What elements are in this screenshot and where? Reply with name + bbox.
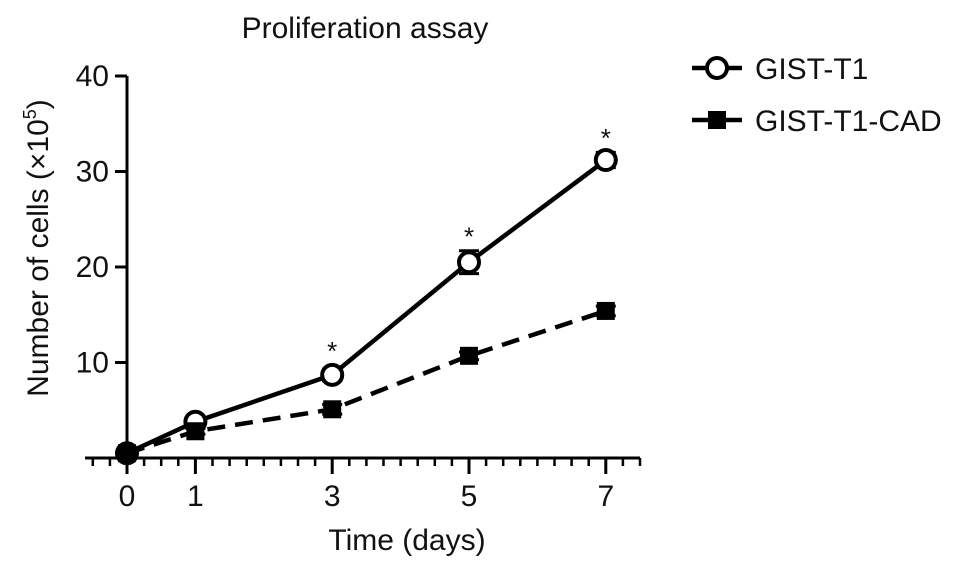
data-point [596,301,615,320]
y-tick-label: 40 [76,60,109,93]
data-point [593,148,618,173]
y-axis-label-close: ) [22,99,55,109]
chart-title: Proliferation assay [242,12,489,45]
data-point [186,422,205,441]
series-gist-t1-cad [117,301,616,463]
annotation-layer: * * * [327,123,611,366]
y-tick-label: 30 [76,156,109,189]
data-point [460,346,478,365]
significance-marker: * [464,221,474,251]
x-axis-label: Time (days) [328,524,485,557]
series-layer [115,148,618,466]
legend-label: GIST-T1 [755,53,868,86]
y-tick-label: 10 [76,347,109,380]
y-axis-label: Number of cells (×105) [20,99,55,397]
x-tick-label: 5 [461,480,478,513]
data-point [323,400,342,419]
significance-marker: * [327,336,337,366]
legend-entry: GIST-T1-CAD [692,105,942,138]
legend-marker [708,111,726,129]
legend: GIST-T1 GIST-T1-CAD [692,53,942,138]
x-tick-label: 1 [187,480,204,513]
legend-label: GIST-T1-CAD [755,105,942,138]
data-point [457,250,481,275]
y-axis-label-main: Number of cells (×10 [22,119,55,397]
significance-marker: * [601,123,611,153]
x-tick-label: 7 [597,480,614,513]
x-tick-label: 0 [119,480,136,513]
y-axis-label-sup: 5 [20,109,40,119]
series-line [126,158,608,456]
data-point [118,444,136,463]
legend-marker [705,56,729,80]
y-tick-label: 20 [76,251,109,284]
data-point [320,362,345,387]
legend-entry: GIST-T1 [692,53,868,86]
series-gist-t1 [115,148,618,466]
axes: 10 20 30 40 0 1 3 5 7 [76,60,642,513]
x-tick-label: 3 [324,480,341,513]
